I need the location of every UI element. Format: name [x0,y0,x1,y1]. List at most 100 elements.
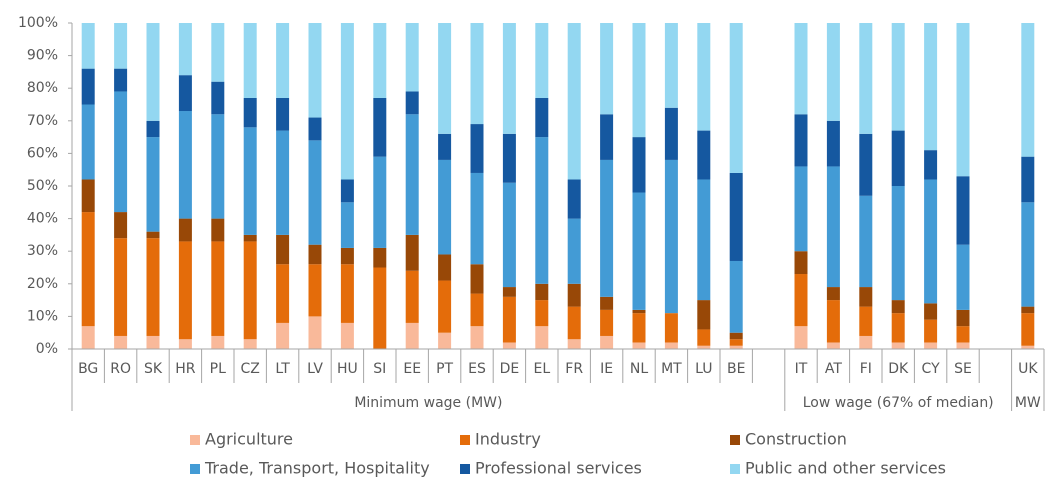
bar-segment [794,274,808,327]
x-tick-label: SI [373,361,386,377]
bar-segment [405,23,419,92]
bar-segment [891,130,905,186]
bar-segment [243,234,257,242]
bar-segment [308,264,322,317]
bar-segment [859,133,873,196]
bar-segment [405,322,419,349]
y-tick-label: 40% [27,211,58,227]
bar-segment [276,23,290,98]
bar-segment [535,97,549,138]
bar-segment [600,23,614,115]
bar-segment [924,150,938,180]
x-tick-label: BE [727,361,745,377]
bar-segment [243,241,257,340]
bar-segment [567,339,581,349]
bar-segment [502,342,516,349]
bar-segment [211,114,225,219]
bar-segment [114,212,128,239]
bar-segment [600,296,614,310]
bar-segment [502,287,516,297]
bar-segment [729,172,743,261]
bar-segment [697,130,711,180]
bar-segment [146,120,160,138]
bar-segment [924,342,938,349]
bar-segment [81,326,95,349]
bar-segment [340,202,354,248]
y-tick-label: 30% [27,243,58,259]
bar-segment [114,23,128,69]
legend-swatch [730,435,740,445]
bar-segment [178,23,192,76]
legend-swatch [460,435,470,445]
x-tick-label: ES [468,361,486,377]
bar-segment [664,313,678,343]
bar-segment [859,306,873,336]
group-label: Low wage (67% of median) [803,395,994,411]
bar-segment [567,283,581,307]
y-tick-label: 20% [27,276,58,292]
y-tick-label: 90% [27,48,58,64]
x-tick-label: PL [210,361,226,377]
bar-segment [632,313,646,343]
bar-segment [405,91,419,115]
bar-segment [859,195,873,288]
bar-segment [373,156,387,248]
bar-segment [340,264,354,323]
bar-segment [729,23,743,173]
bar-segment [146,137,160,232]
legend-label: Construction [745,430,847,449]
bar-segment [956,23,970,177]
bar-segment [340,247,354,265]
bar-segment [535,283,549,301]
bar-segment [632,23,646,138]
bar-segment [632,309,646,314]
bar-segment [405,114,419,235]
x-tick-label: SE [954,361,972,377]
x-tick-label: LU [695,361,712,377]
bar-segment [826,23,840,121]
x-tick-label: DK [888,361,909,377]
bar-segment [1021,313,1035,346]
x-tick-label: HU [337,361,358,377]
bar-segment [664,159,678,314]
bar-segment [470,264,484,294]
legend-label: Trade, Transport, Hospitality [204,459,430,477]
bar-segment [859,335,873,349]
legend-swatch [730,464,740,474]
legend-swatch [190,464,200,474]
bar-segment [567,23,581,180]
legend-swatch [460,464,470,474]
bar-segment [178,75,192,112]
bar-segment [535,326,549,349]
bar-segment [794,326,808,349]
bar-segment [373,23,387,98]
bar-segment [340,322,354,349]
bar-segment [114,91,128,213]
bar-segment [535,23,549,98]
bar-segment [211,218,225,242]
bar-segment [243,127,257,235]
bar-segment [81,68,95,105]
bar-segment [956,342,970,349]
bar-segment [632,192,646,310]
bar-segment [826,287,840,301]
bar-segment [81,179,95,213]
x-tick-label: PT [436,361,453,377]
bar-segment [470,293,484,327]
bar-segment [632,137,646,193]
bar-segment [956,244,970,310]
bar-segment [535,300,549,327]
x-tick-label: SK [144,361,163,377]
bar-segment [308,23,322,118]
x-tick-label: DE [500,361,520,377]
bar-segment [81,23,95,69]
bar-segment [1021,202,1035,307]
bar-segment [276,322,290,349]
y-tick-label: 70% [27,113,58,129]
bar-segment [924,179,938,304]
group-label: MW [1015,395,1041,411]
bar-segment [729,345,743,349]
x-tick-label: EE [403,361,421,377]
bar-segment [891,300,905,314]
